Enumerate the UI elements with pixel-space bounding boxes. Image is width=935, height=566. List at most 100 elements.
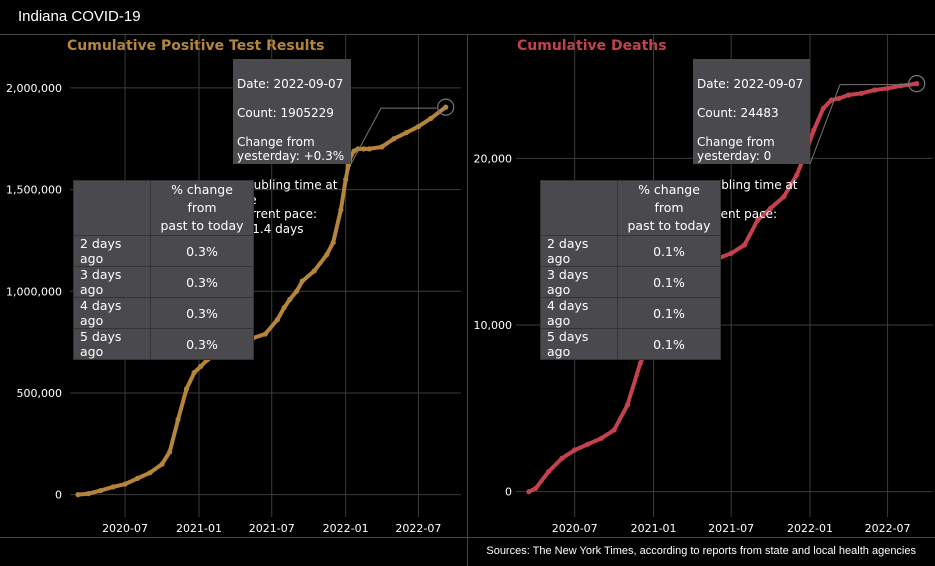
cases-y-tick-label: 1,500,000 <box>6 184 62 197</box>
cases-data-point[interactable] <box>299 278 305 284</box>
row-label: 4 days ago <box>540 297 618 329</box>
row-value: 0.3% <box>150 266 254 298</box>
deaths-data-point[interactable] <box>526 489 532 495</box>
cases-data-point[interactable] <box>330 239 336 246</box>
cases-tooltip: Date: 2022-09-07 Count: 1905229 Change f… <box>233 59 351 236</box>
deaths-x-ticks: 2020-07 2021-01 2021-07 2022-01 2022-07 <box>552 522 911 535</box>
cases-x-tick-label: 2022-01 <box>323 522 369 535</box>
cases-chart[interactable]: Cumulative Positive Test Results 0 500,00… <box>0 35 467 537</box>
deaths-data-point[interactable] <box>914 81 920 87</box>
cases-data-point[interactable] <box>403 130 409 136</box>
deaths-tooltip-change: Change from yesterday: 0 <box>697 134 775 164</box>
row-value: 0.1% <box>617 266 721 298</box>
deaths-data-point[interactable] <box>637 360 643 366</box>
row-label: 5 days ago <box>73 328 151 360</box>
cases-data-point[interactable] <box>183 386 190 392</box>
cases-data-point[interactable] <box>147 470 153 476</box>
cases-data-point[interactable] <box>391 136 397 142</box>
cases-y-ticks: 0 500,000 1,000,000 1,500,000 2,000,000 <box>6 82 62 502</box>
cases-data-point[interactable] <box>159 461 165 467</box>
deaths-data-point[interactable] <box>559 455 565 461</box>
deaths-tooltip: Date: 2022-09-07 Count: 24483 Change fro… <box>693 59 810 236</box>
table-row: 4 days ago 0.3% <box>73 297 254 329</box>
cases-data-point[interactable] <box>311 268 317 274</box>
deaths-data-point[interactable] <box>898 83 904 89</box>
cases-data-point[interactable] <box>361 146 367 152</box>
row-label: 2 days ago <box>73 235 151 267</box>
deaths-data-point[interactable] <box>828 97 835 103</box>
deaths-data-point[interactable] <box>820 105 826 111</box>
table-header: % change from past to today <box>617 180 721 236</box>
cases-data-point[interactable] <box>97 487 104 494</box>
deaths-series-line[interactable] <box>526 81 919 494</box>
cases-data-point[interactable] <box>75 492 81 498</box>
row-label: 4 days ago <box>73 297 151 329</box>
cases-pct-change-table: % change from past to today 2 days ago 0.… <box>73 180 254 360</box>
deaths-data-point[interactable] <box>836 95 842 101</box>
deaths-data-point[interactable] <box>767 205 774 211</box>
deaths-y-tick-label: 0 <box>505 486 512 499</box>
deaths-data-point[interactable] <box>755 217 761 223</box>
deaths-data-point[interactable] <box>598 435 604 441</box>
cases-data-point[interactable] <box>351 148 357 154</box>
deaths-data-point[interactable] <box>884 85 891 91</box>
cases-data-point[interactable] <box>110 484 116 490</box>
cases-x-tick-label: 2020-07 <box>102 522 148 535</box>
cases-tooltip-change: Change from yesterday: +0.3% <box>237 134 345 164</box>
deaths-x-tick-label: 2021-07 <box>708 522 754 535</box>
deaths-data-point[interactable] <box>872 87 878 93</box>
deaths-x-tick-label: 2022-07 <box>865 522 911 535</box>
deaths-data-point[interactable] <box>572 447 578 453</box>
row-label: 3 days ago <box>73 266 151 298</box>
deaths-hover-ring <box>908 75 926 93</box>
cases-data-point[interactable] <box>191 370 197 376</box>
cases-data-point[interactable] <box>175 416 181 423</box>
cases-data-point[interactable] <box>294 288 300 294</box>
cases-data-point[interactable] <box>343 176 349 183</box>
deaths-data-point[interactable] <box>545 469 552 475</box>
cases-y-tick-label: 1,000,000 <box>6 285 62 298</box>
row-value: 0.3% <box>150 235 254 267</box>
table-row: 2 days ago 0.3% <box>73 235 254 267</box>
row-value: 0.3% <box>150 328 254 360</box>
cases-hover-ring <box>437 98 455 116</box>
cases-data-point[interactable] <box>366 146 372 152</box>
cases-series[interactable] <box>75 98 455 498</box>
deaths-data-point[interactable] <box>533 485 539 491</box>
cases-data-point[interactable] <box>428 115 434 121</box>
cases-data-point[interactable] <box>338 207 344 213</box>
cases-data-point[interactable] <box>443 104 449 110</box>
cases-data-point[interactable] <box>281 304 287 311</box>
deaths-data-point[interactable] <box>845 92 852 98</box>
deaths-data-point[interactable] <box>741 242 748 248</box>
app-title: Indiana COVID-19 <box>18 8 141 25</box>
cases-data-point[interactable] <box>167 449 173 455</box>
table-row: 4 days ago 0.1% <box>540 297 721 329</box>
deaths-data-point[interactable] <box>585 441 591 447</box>
deaths-pct-change-table: % change from past to today 2 days ago 0.… <box>540 180 721 360</box>
cases-tooltip-count: Count: 1905229 <box>237 105 334 120</box>
cases-data-point[interactable] <box>274 317 280 323</box>
table-corner <box>540 180 618 236</box>
deaths-data-point[interactable] <box>811 127 817 133</box>
deaths-y-tick-label: 10,000 <box>474 319 513 332</box>
cases-data-point[interactable] <box>324 252 330 258</box>
deaths-data-point[interactable] <box>858 90 865 96</box>
deaths-data-point[interactable] <box>611 427 617 433</box>
cases-data-point[interactable] <box>287 296 293 303</box>
cases-data-point[interactable] <box>85 491 92 497</box>
cases-data-point[interactable] <box>198 363 204 370</box>
cases-data-point[interactable] <box>134 475 141 481</box>
deaths-data-point[interactable] <box>728 250 734 256</box>
deaths-y-ticks: 0 10,000 20,000 <box>474 152 513 498</box>
cases-data-point[interactable] <box>379 144 385 150</box>
deaths-data-point[interactable] <box>794 172 800 178</box>
cases-data-point[interactable] <box>122 481 128 487</box>
cases-data-point[interactable] <box>262 331 268 337</box>
deaths-data-point[interactable] <box>781 194 787 200</box>
cases-data-point[interactable] <box>415 123 422 130</box>
cases-x-ticks: 2020-07 2021-01 2021-07 2022-01 2022-07 <box>102 522 441 535</box>
row-value: 0.3% <box>150 297 254 329</box>
deaths-data-point[interactable] <box>624 402 631 408</box>
cases-y-tick-label: 500,000 <box>17 387 63 400</box>
